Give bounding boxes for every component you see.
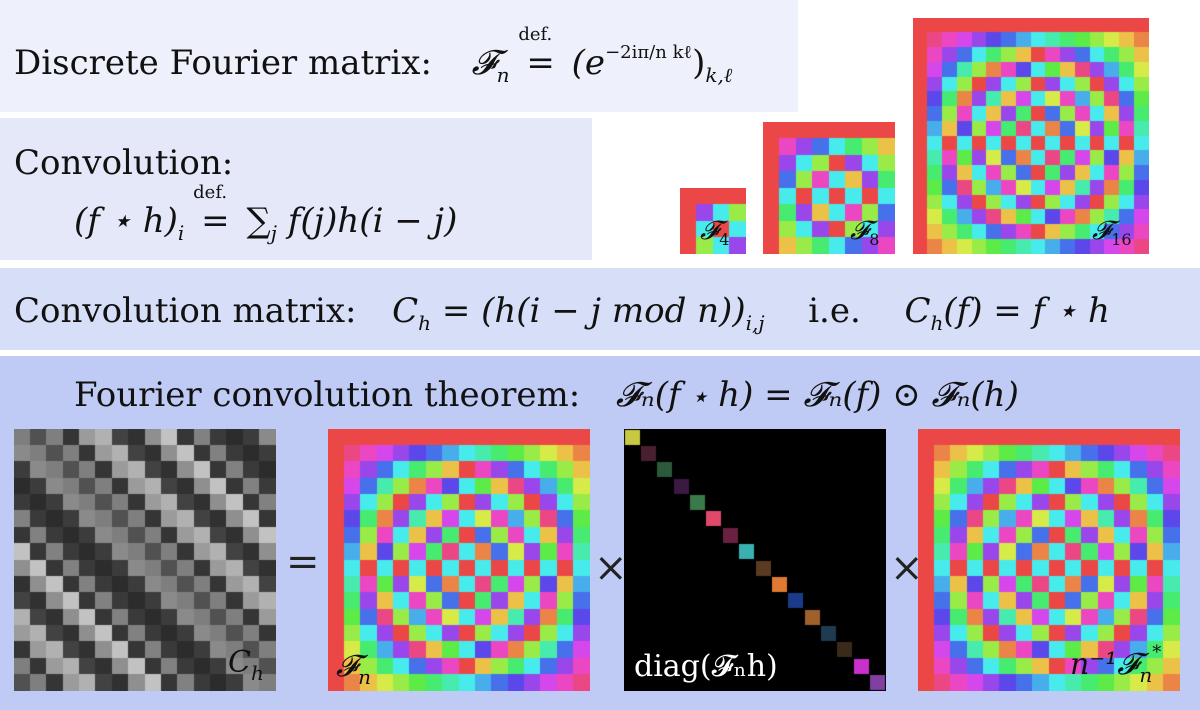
dft-rhs-sub: k,ℓ — [705, 63, 733, 87]
convolution-eq: = — [201, 201, 230, 241]
fourier-matrix-4-label: 𝓕4 — [700, 216, 730, 249]
convolution-matrix-image — [14, 429, 276, 691]
convolution-formula: (f ⋆ h)i def. = ∑j f(j)h(i − j) — [74, 184, 458, 245]
dft-lhs-sub: n — [496, 63, 510, 87]
sum-symbol: ∑ — [246, 201, 271, 241]
ie-text: i.e. — [808, 291, 861, 331]
convolution-label: Convolution: — [14, 143, 234, 183]
convolution-rhs: f(j)h(i − j) — [287, 201, 458, 241]
ch-apply-rhs: (f) = f ⋆ h — [943, 291, 1110, 331]
fourier-matrix-16-thumbnail — [913, 18, 1149, 254]
fourier-matrix-16-label: 𝓕16 — [1092, 216, 1132, 249]
convolution-def: def. — [193, 182, 228, 203]
theorem-label: Fourier convolution theorem: — [74, 375, 581, 415]
dft-exponent: −2iπ/n kℓ — [605, 42, 693, 63]
dft-def: def. — [518, 24, 553, 45]
fourier-matrix-8-thumbnail — [763, 122, 895, 254]
convolution-matrix-label: Convolution matrix: — [14, 291, 357, 331]
ch-apply-sub: h — [930, 311, 944, 335]
theorem-formula: 𝓕ₙ(f ⋆ h) = 𝓕ₙ(f) ⊙ 𝓕ₙ(h) — [615, 375, 1019, 415]
fourier-matrix-8-label: 𝓕8 — [850, 216, 880, 249]
convolution-matrix-rhs-sub: i,j — [745, 311, 765, 335]
sum-sub: j — [270, 221, 277, 245]
convolution-lhs-sub: i — [177, 221, 185, 245]
dft-label: Discrete Fourier matrix: — [14, 43, 432, 83]
dft-lhs: 𝓕 — [471, 43, 497, 83]
convolution-matrix-rhs: = (h(i − j mod n)) — [441, 291, 746, 331]
ch-matrix-label: Ch — [228, 645, 264, 685]
theorem-statement: Fourier convolution theorem: 𝓕ₙ(f ⋆ h) =… — [74, 378, 1019, 412]
equals-sign: = — [286, 539, 320, 585]
times-sign-2: × — [890, 545, 924, 591]
ch-sub: h — [418, 311, 432, 335]
ch-apply-symbol: C — [904, 291, 931, 331]
convolution-lhs: (f ⋆ h) — [74, 201, 178, 241]
times-sign-1: × — [594, 545, 628, 591]
dft-rhs-close: ) — [692, 43, 706, 83]
convolution-matrix-definition: Convolution matrix: Ch = (h(i − j mod n)… — [14, 294, 1110, 333]
dft-rhs-open: (e — [571, 43, 606, 83]
dft-eq: = — [526, 43, 555, 83]
convolution-panel: Convolution: (f ⋆ h)i def. = ∑j f(j)h(i … — [0, 118, 592, 260]
convolution-matrix-panel: Convolution matrix: Ch = (h(i − j mod n)… — [0, 268, 1200, 350]
fn-matrix-label: 𝓕n — [336, 649, 372, 689]
ch-symbol: C — [392, 291, 419, 331]
fourier-matrix-image — [328, 429, 590, 691]
dft-definition: Discrete Fourier matrix: 𝓕n def. = (e−2i… — [14, 26, 733, 87]
dft-panel: Discrete Fourier matrix: 𝓕n def. = (e−2i… — [0, 0, 798, 112]
inverse-fourier-label: n⁻¹𝓕n* — [1070, 642, 1162, 687]
fourier-matrix-4-thumbnail — [680, 188, 746, 254]
diag-matrix-label: diag(𝓕ₙh) — [634, 649, 778, 684]
inverse-fourier-matrix-image — [918, 429, 1180, 691]
diagonal-matrix-image — [624, 429, 886, 691]
